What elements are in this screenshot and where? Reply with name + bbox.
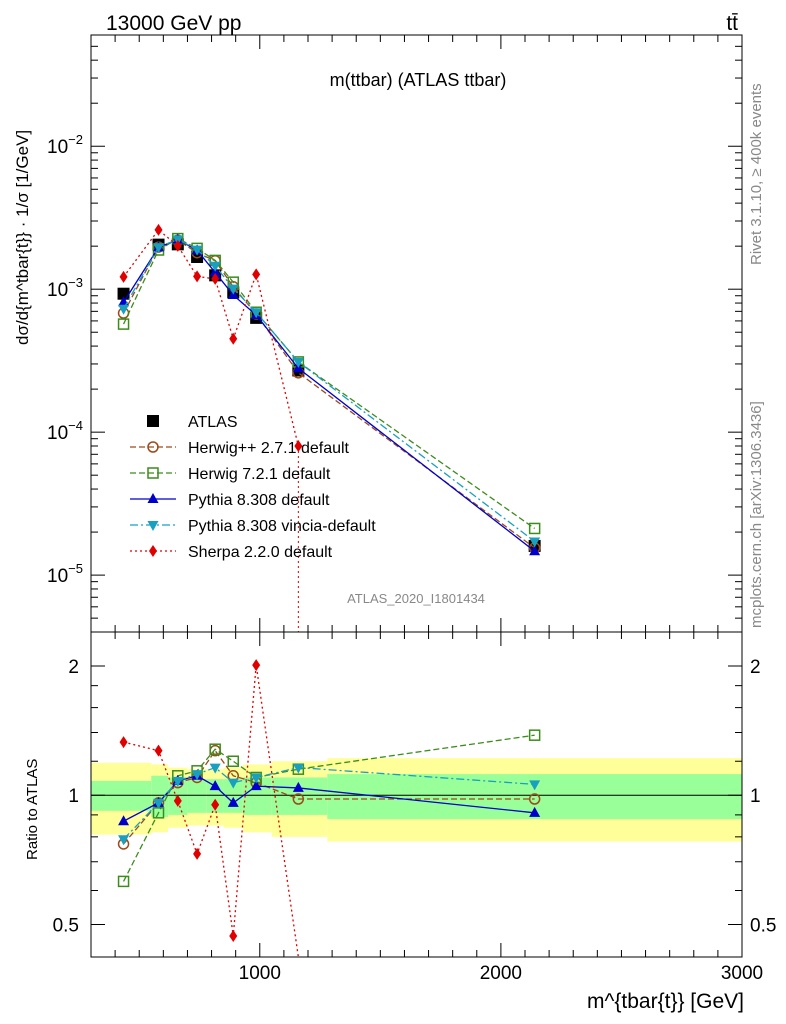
y-axis-label: dσ/d{m^tbar{t}} · 1/σ [1/GeV] (13, 130, 32, 345)
ratio-point (227, 755, 240, 767)
main-frame (90, 34, 743, 633)
ratio-tick-label: 1 (68, 786, 79, 807)
legend-marker (147, 441, 159, 453)
ratio-point (191, 770, 203, 781)
ratio-panel: Ratio to ATLAS m^{tbar{t}} [GeV] 1000 200… (24, 631, 776, 1013)
ratio-tick-label: 2 (68, 657, 79, 678)
ratio-y-label: Ratio to ATLAS (24, 759, 41, 860)
legend-label: Pythia 8.308 default (188, 492, 330, 509)
data-point (227, 284, 239, 295)
legend-marker (147, 415, 159, 427)
legend-label: Sherpa 2.2.0 default (188, 544, 333, 561)
ratio-point (529, 806, 541, 817)
chart-title: m(ttbar) (ATLAS ttbar) (330, 70, 507, 90)
legend-label: Herwig++ 2.7.1 default (188, 440, 350, 457)
ratio-tick-label: 0.5 (53, 915, 79, 936)
ratio-point (211, 798, 220, 811)
ratio-frame (90, 631, 743, 958)
y-tick-exponent: −4 (68, 418, 83, 433)
ratio-point (172, 776, 184, 787)
x-tick-label: 2000 (480, 963, 522, 984)
data-point (191, 245, 203, 256)
data-point (529, 537, 541, 548)
data-point (528, 522, 541, 535)
ratio-point (117, 875, 130, 888)
mcplots-label: mcplots.cern.ch [arXiv:1306.3436] (748, 401, 765, 628)
data-point (229, 332, 238, 345)
x-axis-label: m^{tbar{t}} [GeV] (587, 990, 744, 1013)
legend-label: Pythia 8.308 vincia-default (188, 518, 376, 535)
legend-label: ATLAS (188, 414, 238, 431)
ratio-tick-label-right: 1 (750, 786, 761, 807)
y-tick-label: 10−5 (47, 561, 83, 587)
data-point (250, 308, 262, 319)
ratio-point (209, 743, 221, 755)
data-point (153, 243, 165, 254)
ratio-point (154, 744, 163, 757)
ratio-point (119, 736, 128, 749)
y-tick-label: 10−4 (47, 418, 83, 444)
ratio-point (118, 815, 130, 826)
ratio-point (229, 930, 238, 943)
series-line-2 (122, 237, 536, 529)
uncertainty-band-inner (187, 779, 207, 813)
legend-marker (149, 545, 157, 557)
legend-marker (147, 521, 159, 531)
ratio-point (173, 794, 182, 807)
uncertainty-band-inner (91, 780, 152, 811)
data-point (173, 239, 182, 252)
ratio-point (209, 763, 221, 774)
data-point (209, 261, 221, 272)
data-point (211, 272, 220, 285)
ratio-point (250, 780, 262, 791)
main-panel: m(ttbar) (ATLAS ttbar) ATLAS_2020_I18014… (13, 34, 743, 633)
x-tick-label: 1000 (239, 963, 281, 984)
y-tick-exponent: −2 (68, 132, 83, 147)
ratio-point (528, 793, 541, 805)
data-point (252, 268, 261, 281)
legend-label: Herwig 7.2.1 default (188, 466, 331, 483)
header-right: tt̄ (726, 12, 738, 35)
y-tick-exponent: −5 (68, 561, 83, 576)
uncertainty-band-inner (271, 777, 328, 815)
ratio-point (209, 780, 221, 791)
ratio-point (227, 796, 239, 807)
data-point (294, 440, 303, 453)
y-tick-label: 10−3 (47, 275, 83, 301)
y-tick-exponent: −3 (68, 275, 83, 290)
rivet-label: Rivet 3.1.10, ≥ 400k events (748, 83, 765, 265)
data-point (154, 223, 163, 236)
ratio-point (118, 835, 130, 846)
data-point (118, 304, 130, 315)
watermark: ATLAS_2020_I1801434 (347, 591, 485, 606)
legend-marker (147, 493, 159, 503)
data-point (117, 318, 130, 330)
ratio-point (153, 798, 165, 809)
ratio-point (250, 773, 262, 784)
y-tick-label: 10−2 (47, 132, 83, 158)
ratio-point (292, 793, 305, 805)
ratio-point (529, 780, 541, 791)
legend: ATLAS Herwig++ 2.7.1 default Herwig 7.2.1 … (130, 414, 376, 561)
ratio-point (193, 847, 202, 860)
data-point (119, 270, 128, 283)
series-line-4 (122, 238, 536, 542)
data-point (193, 270, 202, 283)
ratio-line-1 (122, 734, 535, 882)
header-left: 13000 GeV pp (106, 12, 241, 35)
x-tick-label: 3000 (721, 963, 763, 984)
ratio-point (252, 659, 261, 672)
ratio-point (227, 778, 239, 789)
ratio-point (292, 781, 304, 792)
ratio-point (528, 729, 541, 741)
data-point (292, 357, 304, 368)
ratio-tick-label-right: 0.5 (750, 915, 776, 936)
ratio-tick-label-right: 2 (750, 657, 761, 678)
legend-marker (147, 467, 159, 479)
data-point (529, 545, 541, 556)
uncertainty-band-inner (206, 779, 224, 813)
ratio-point (292, 763, 304, 774)
uncertainty-band-inner (223, 779, 243, 813)
